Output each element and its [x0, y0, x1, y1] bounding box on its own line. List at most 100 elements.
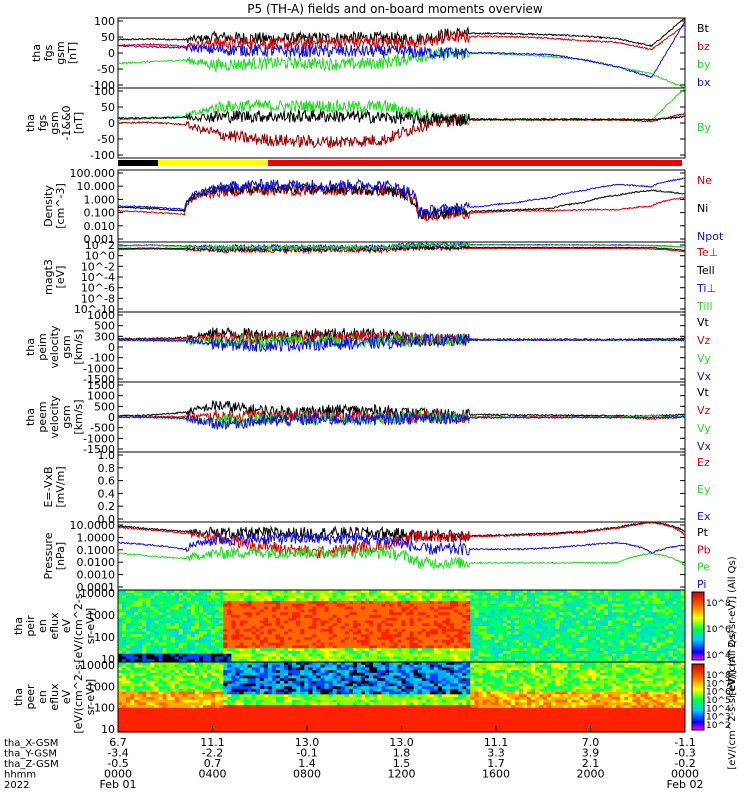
heatmap-cell — [280, 707, 285, 712]
heatmap-cell — [263, 662, 269, 666]
heatmap-cell — [401, 592, 407, 597]
heatmap-cell — [235, 702, 240, 706]
heatmap-cell — [211, 634, 216, 638]
heatmap-cell — [531, 620, 536, 624]
heatmap-cell — [271, 721, 277, 725]
heatmap-cell — [126, 707, 131, 712]
heatmap-cell — [632, 601, 637, 605]
heatmap-cell — [579, 628, 585, 633]
heatmap-cell — [539, 659, 544, 663]
heatmap-cell — [215, 675, 220, 679]
heatmap-cell — [462, 626, 467, 630]
heatmap-cell — [624, 612, 629, 616]
heatmap-cell — [199, 659, 204, 663]
heatmap-cell — [587, 626, 593, 630]
heatmap-cell — [458, 637, 463, 641]
heatmap-cell — [579, 637, 585, 641]
heatmap-cell — [271, 680, 277, 685]
heatmap-cell — [397, 639, 402, 644]
heatmap-cell — [308, 601, 313, 605]
heatmap-cell — [425, 642, 431, 646]
heatmap-cell — [215, 653, 220, 658]
heatmap-cell — [275, 620, 281, 624]
heatmap-cell — [563, 609, 569, 613]
heatmap-cell — [328, 595, 334, 599]
heatmap-cell — [377, 645, 382, 649]
heatmap-cell — [608, 609, 613, 613]
heatmap-cell — [138, 686, 143, 690]
heatmap-cell — [275, 631, 281, 635]
heatmap-cell — [397, 614, 402, 619]
heatmap-cell — [523, 598, 528, 602]
heatmap-cell — [680, 603, 686, 608]
heatmap-cell — [640, 612, 645, 616]
heatmap-cell — [194, 642, 200, 646]
heatmap-cell — [377, 595, 382, 599]
heatmap-cell — [296, 617, 301, 622]
heatmap-cell — [190, 653, 196, 658]
heatmap-cell — [134, 691, 139, 695]
heatmap-cell — [397, 634, 402, 638]
heatmap-cell — [494, 612, 500, 616]
heatmap-cell — [567, 623, 573, 627]
heatmap-cell — [203, 653, 208, 658]
heatmap-cell — [251, 653, 257, 658]
heatmap-cell — [255, 620, 261, 624]
heatmap-cell — [575, 620, 581, 624]
heatmap-cell — [158, 713, 164, 717]
heatmap-cell — [130, 691, 135, 695]
heatmap-cell — [284, 656, 289, 660]
heatmap-cell — [587, 620, 593, 624]
heatmap-cell — [543, 617, 548, 622]
heatmap-cell — [498, 623, 504, 627]
heatmap-cell — [263, 650, 269, 655]
heatmap-cell — [227, 670, 232, 674]
heatmap-cell — [170, 645, 176, 649]
heatmap-cell — [263, 648, 269, 652]
heatmap-cell — [519, 653, 524, 658]
y-tick-label: -1500 — [83, 443, 115, 456]
heatmap-cell — [458, 609, 463, 613]
heatmap-cell — [458, 631, 463, 635]
heatmap-cell — [583, 639, 589, 644]
heatmap-cell — [182, 680, 188, 685]
heatmap-cell — [122, 710, 127, 714]
heatmap-cell — [126, 595, 131, 599]
heatmap-cell — [122, 721, 127, 725]
heatmap-cell — [284, 648, 289, 652]
heatmap-cell — [336, 595, 342, 599]
heatmap-cell — [559, 645, 565, 649]
heatmap-cell — [150, 659, 155, 663]
heatmap-cell — [203, 686, 208, 690]
heatmap-cell — [656, 650, 662, 655]
heatmap-cell — [595, 595, 601, 599]
heatmap-cell — [223, 634, 228, 638]
heatmap-cell — [405, 617, 411, 622]
heatmap-cell — [271, 672, 277, 677]
heatmap-cell — [267, 645, 273, 649]
heatmap-cell — [446, 626, 451, 630]
heatmap-cell — [429, 650, 435, 655]
heatmap-cell — [199, 729, 204, 733]
heatmap-cell — [150, 612, 155, 616]
heatmap-cell — [478, 637, 483, 641]
heatmap-cell — [336, 659, 342, 663]
heatmap-cell — [510, 634, 516, 638]
y-tick-label: 1000 — [87, 309, 115, 322]
heatmap-cell — [502, 623, 508, 627]
heatmap-cell — [462, 601, 467, 605]
heatmap-cell — [174, 648, 180, 652]
heatmap-cell — [182, 715, 188, 720]
heatmap-cell — [393, 642, 398, 646]
heatmap-cell — [154, 710, 159, 714]
heatmap-cell — [259, 595, 265, 599]
heatmap-cell — [154, 617, 159, 622]
heatmap-cell — [340, 612, 346, 616]
heatmap-cell — [207, 697, 212, 701]
heatmap-cell — [571, 620, 577, 624]
heatmap-cell — [142, 628, 147, 633]
y-tick-label: 0.010 — [84, 220, 116, 233]
heatmap-cell — [421, 626, 427, 630]
heatmap-cell — [332, 659, 338, 663]
heatmap-cell — [190, 639, 196, 644]
